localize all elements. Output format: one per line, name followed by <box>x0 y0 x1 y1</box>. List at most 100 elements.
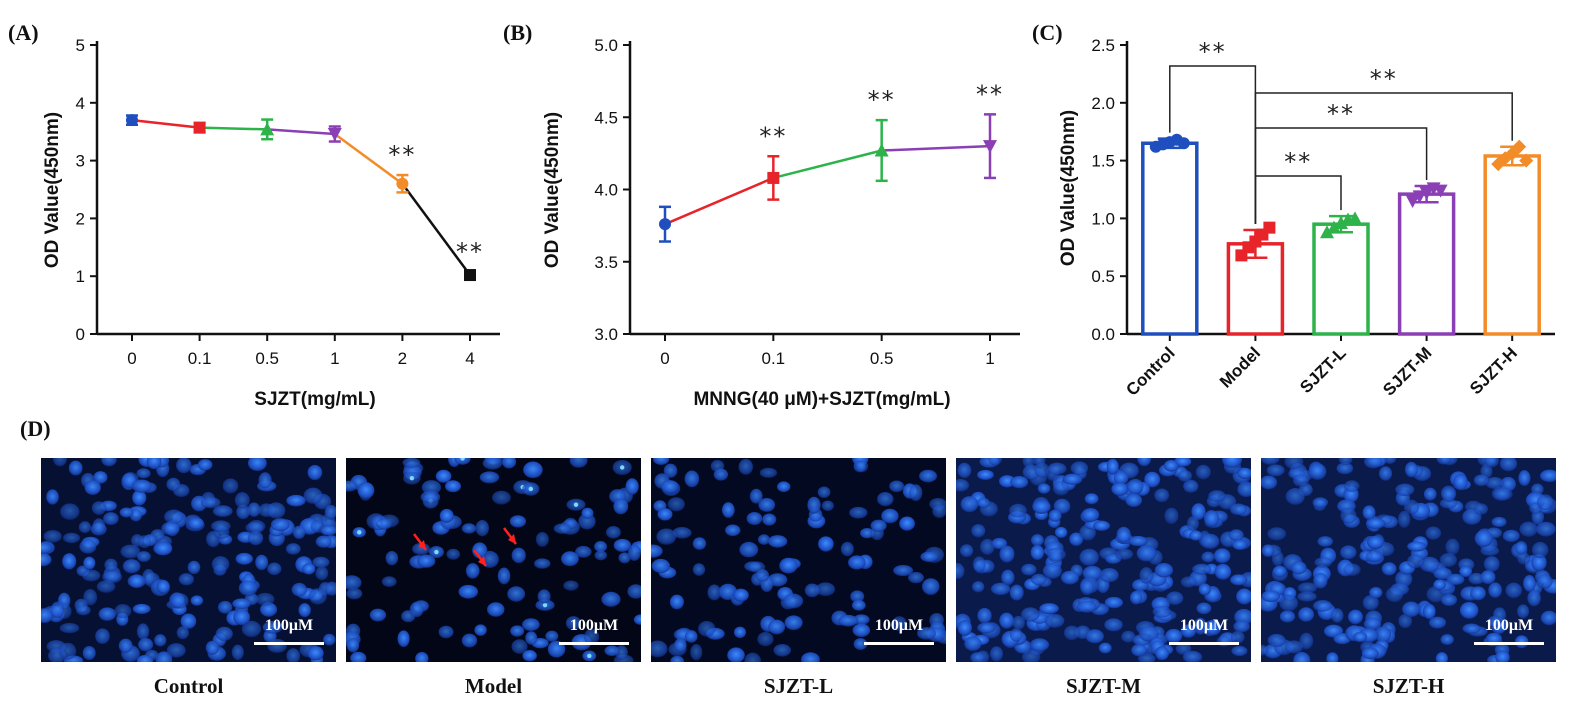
nucleus <box>1030 545 1045 560</box>
nucleus <box>1070 461 1089 476</box>
panel-c-data-point <box>1177 137 1190 150</box>
nucleus <box>346 480 358 492</box>
nucleus <box>308 588 327 605</box>
nucleus <box>1116 526 1131 543</box>
panel-c-comparison-bracket <box>1254 175 1342 224</box>
nucleus <box>1284 458 1304 470</box>
panel-a-x-tick-label: 1 <box>330 349 339 368</box>
nucleus <box>1495 650 1510 662</box>
nucleus <box>132 603 151 614</box>
nucleus <box>545 630 559 642</box>
nucleus <box>604 645 620 657</box>
nucleus <box>1182 650 1203 662</box>
panel-b-significance-label: ** <box>759 122 787 150</box>
nucleus <box>807 496 821 514</box>
nucleus <box>690 643 703 661</box>
nucleus <box>1428 616 1447 629</box>
nucleus <box>1054 526 1068 539</box>
panel-a-series-segment <box>267 128 335 136</box>
nucleus <box>1344 480 1360 492</box>
nucleus <box>323 633 336 646</box>
nucleus <box>899 516 915 531</box>
panel-a-series-segment <box>131 118 200 129</box>
red-arrow-head-icon <box>418 540 426 550</box>
panel-c-y-tick-label: 2.0 <box>1091 94 1115 113</box>
nucleus <box>1453 473 1468 491</box>
panel-c-significance-label: ** <box>1284 148 1312 176</box>
panel-a-y-tick-label: 1 <box>76 267 85 286</box>
nucleus <box>1445 538 1460 556</box>
nucleus <box>672 527 692 539</box>
nucleus <box>320 525 336 536</box>
nucleus <box>267 562 282 576</box>
nucleus <box>312 556 330 568</box>
nucleus <box>211 520 231 532</box>
nucleus <box>1397 510 1411 528</box>
panel-a-x-axis-label: SJZT(mg/mL) <box>254 389 375 410</box>
nucleus <box>1189 530 1203 541</box>
nucleus <box>713 468 729 481</box>
nucleus <box>217 600 233 614</box>
nucleus <box>1363 458 1383 469</box>
nucleus <box>190 595 204 606</box>
panel-a-x-tick-label: 0.5 <box>255 349 279 368</box>
nucleus <box>1154 563 1174 578</box>
nucleus <box>1231 645 1248 657</box>
nucleus <box>1285 488 1305 505</box>
nucleus <box>1297 591 1317 602</box>
nucleus <box>818 536 834 552</box>
micrograph-tile: 100μM <box>346 458 641 662</box>
nucleus <box>458 584 479 599</box>
nucleus <box>212 505 233 517</box>
nucleus <box>653 458 670 465</box>
nucleus <box>1314 557 1332 568</box>
bright-nucleus <box>528 486 534 492</box>
bright-nucleus <box>619 465 625 470</box>
nucleus <box>439 508 454 523</box>
nucleus <box>921 578 940 595</box>
nucleus <box>292 525 306 540</box>
nucleus <box>211 556 230 573</box>
nucleus <box>1180 576 1197 588</box>
nucleus <box>302 563 316 575</box>
nucleus <box>972 581 985 593</box>
panel-a-letter: (A) <box>8 20 39 45</box>
nucleus <box>59 623 80 634</box>
nucleus <box>1261 544 1275 558</box>
nucleus <box>1353 631 1368 643</box>
nucleus <box>1290 561 1307 575</box>
nucleus <box>1136 545 1157 562</box>
nucleus <box>569 458 588 468</box>
nucleus <box>1208 490 1226 502</box>
nucleus <box>465 563 480 579</box>
panel-a-data-point <box>464 269 476 282</box>
nucleus <box>1485 632 1502 645</box>
nucleus <box>1152 605 1172 618</box>
micrograph-label: SJZT-L <box>764 674 833 698</box>
nucleus <box>594 550 608 561</box>
nucleus <box>1166 591 1184 605</box>
nucleus <box>877 491 894 507</box>
nucleus <box>153 541 173 556</box>
nuclei-group <box>41 458 336 662</box>
nucleus <box>59 642 77 660</box>
chart-panel-a: 0 1 2 3 4 5 0 0.1 0.5 1 2 4 ** ** OD Value(450nm) SJ… <box>42 36 500 410</box>
nucleus <box>222 478 239 494</box>
nucleus <box>1536 574 1553 589</box>
nucleus <box>118 638 133 653</box>
nucleus <box>1164 507 1179 525</box>
nucleus <box>956 563 965 580</box>
nucleus <box>60 503 80 520</box>
scale-bar-label: 100μM <box>875 617 923 634</box>
nucleus <box>815 582 836 596</box>
nucleus <box>346 587 363 600</box>
red-arrow-head-icon <box>508 534 516 544</box>
nucleus <box>613 498 629 515</box>
nucleus <box>1214 563 1232 580</box>
nucleus <box>83 556 96 570</box>
nucleus <box>1042 563 1062 579</box>
panel-a-y-axis-label: OD Value(450nm) <box>42 112 63 268</box>
nucleus <box>1266 464 1285 477</box>
nucleus <box>1292 474 1310 487</box>
panel-a-significance-label: ** <box>388 141 416 169</box>
